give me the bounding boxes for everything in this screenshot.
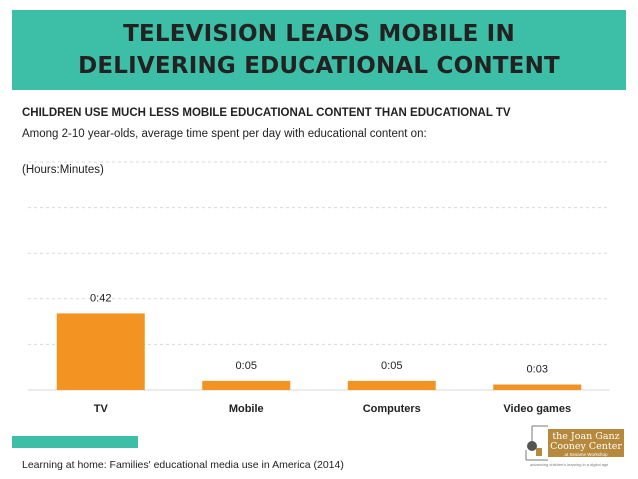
data-label-mobile: 0:05 xyxy=(236,360,257,372)
logo-line-2: Cooney Center xyxy=(550,441,622,452)
bar-video-games xyxy=(493,384,582,390)
x-tick-computers: Computers xyxy=(363,403,421,415)
bar-computers xyxy=(347,380,436,390)
x-tick-video-games: Video games xyxy=(503,403,571,415)
cooney-center-logo: the Joan Ganz Cooney Center at Sesame Wo… xyxy=(522,420,630,470)
x-tick-tv: TV xyxy=(94,403,109,415)
accent-bar xyxy=(12,436,138,448)
units-note: (Hours:Minutes) xyxy=(22,164,104,176)
chart-description: Among 2-10 year-olds, average time spent… xyxy=(22,128,427,140)
logo-line-3: at Sesame Workshop xyxy=(564,452,608,457)
bar-mobile xyxy=(202,380,291,390)
logo-line-1: the Joan Ganz xyxy=(552,431,620,442)
logo-wordmark: the Joan Ganz Cooney Center at Sesame Wo… xyxy=(548,429,624,457)
title-banner: TELEVISION LEADS MOBILE IN DELIVERING ED… xyxy=(12,10,626,90)
bar-tv xyxy=(56,313,145,390)
page-title: TELEVISION LEADS MOBILE IN DELIVERING ED… xyxy=(78,21,560,79)
source-note: Learning at home: Families' educational … xyxy=(22,459,344,471)
x-tick-mobile: Mobile xyxy=(229,403,264,415)
logo-tagline: advancing children's learning in a digit… xyxy=(530,462,609,467)
data-label-tv: 0:42 xyxy=(90,292,111,304)
data-label-computers: 0:05 xyxy=(381,360,402,372)
data-label-video-games: 0:03 xyxy=(527,364,548,376)
chart-subtitle: CHILDREN USE MUCH LESS MOBILE EDUCATIONA… xyxy=(22,107,511,119)
lightbulb-icon xyxy=(525,425,548,461)
